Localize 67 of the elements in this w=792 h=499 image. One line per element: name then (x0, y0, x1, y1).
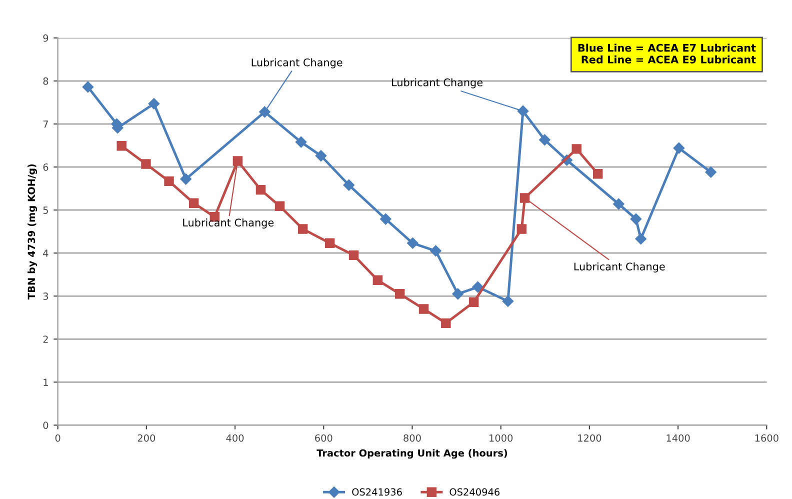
point (472, 281, 484, 293)
x-tick-label: 1200 (578, 434, 602, 442)
x-tick-label: 600 (315, 434, 332, 442)
point (516, 224, 527, 234)
point (259, 106, 270, 118)
point (673, 142, 685, 154)
x-tick-label: 200 (138, 434, 156, 442)
point (298, 224, 308, 234)
annotation: Lubricant Change (183, 218, 274, 229)
point (232, 156, 243, 166)
y-tick-label: 7 (43, 120, 48, 128)
point (141, 159, 151, 169)
x-tick-label: 0 (55, 434, 60, 442)
point (148, 98, 160, 110)
legend-label: OS240946 (450, 488, 500, 496)
point (441, 318, 451, 328)
point (82, 81, 94, 93)
y-tick-label: 9 (43, 34, 48, 42)
point (188, 198, 199, 208)
point (274, 201, 285, 212)
point (520, 193, 530, 203)
x-tick-label: 400 (226, 434, 244, 442)
annotation: Lubricant Change (252, 58, 342, 68)
point (324, 238, 335, 248)
annotation: Lubricant Change (574, 262, 665, 272)
point (630, 213, 642, 225)
y-tick-label: 6 (43, 163, 48, 171)
point (343, 179, 354, 191)
y-tick-label: 4 (43, 250, 48, 257)
point (407, 238, 418, 249)
point (348, 250, 359, 260)
point (539, 134, 550, 146)
point (430, 245, 442, 257)
point (180, 173, 192, 185)
x-tick-label: 800 (404, 434, 421, 442)
point (372, 275, 383, 286)
y-tick-label: 1 (44, 378, 48, 386)
x-tick-label: 1000 (490, 434, 513, 442)
x-tick-label: 1600 (755, 434, 778, 442)
y-tick-label: 8 (43, 77, 48, 85)
point (452, 288, 464, 300)
x-axis-title: Tractor Operating Unit Age (hours) (316, 449, 508, 459)
point (315, 150, 327, 162)
legend-label: OS241936 (352, 488, 402, 496)
annotation: Lubricant Change (392, 78, 482, 88)
point (295, 136, 307, 148)
point (394, 289, 405, 299)
point (164, 176, 174, 186)
annotation: Blue Line = ACEA E7 Lubricant Red Line = ACEA E9 Lubricant (578, 44, 756, 64)
x-tick-label: 1400 (666, 434, 690, 442)
y-tick-label: 3 (43, 292, 48, 300)
point (613, 198, 624, 210)
point (705, 166, 716, 178)
y-tick-label: 2 (43, 336, 48, 343)
y-tick-label: 5 (43, 206, 48, 214)
point (502, 296, 514, 307)
point (593, 169, 603, 179)
point (517, 105, 529, 117)
point (380, 213, 392, 225)
point (572, 144, 582, 154)
y-axis-title: TBN by 4739 (mg KOH/g) (28, 164, 38, 300)
y-tick-label: 0 (43, 422, 48, 429)
point (256, 184, 266, 195)
point (418, 304, 429, 314)
point (116, 141, 126, 151)
point (635, 233, 646, 244)
point (468, 297, 479, 307)
